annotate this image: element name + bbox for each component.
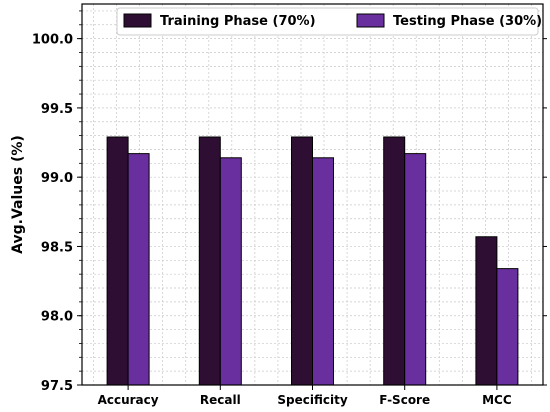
legend-label: Testing Phase (30%) <box>393 14 542 29</box>
bar-testing-mcc <box>496 268 519 386</box>
y-tick-label: 99.5 <box>41 102 73 117</box>
bar-testing-accuracy <box>127 153 150 386</box>
y-tick-label: 99.0 <box>41 171 73 186</box>
y-tick-label: 100.0 <box>32 33 73 48</box>
bar-training-f-score <box>383 136 406 386</box>
x-tick-label: Accuracy <box>98 393 159 407</box>
legend: Training Phase (70%) Testing Phase (30%) <box>116 7 542 36</box>
bar-testing-specificity <box>312 157 334 386</box>
bar-training-recall <box>198 136 221 386</box>
x-tick-label: MCC <box>482 393 512 407</box>
bar-testing-f-score <box>404 153 427 386</box>
x-axis: Accuracy Recall Specificity F-Score MCC <box>98 385 512 407</box>
y-tick-label: 98.5 <box>41 240 73 255</box>
bar-testing-recall <box>219 157 242 386</box>
legend-swatch <box>356 13 385 28</box>
bar-training-accuracy <box>106 136 129 386</box>
legend-label: Training Phase (70%) <box>160 14 316 29</box>
bar-training-mcc <box>475 236 498 386</box>
x-tick-label: Specificity <box>277 393 347 407</box>
bars <box>106 136 519 386</box>
x-tick-label: Recall <box>200 393 241 407</box>
y-tick-label: 98.0 <box>41 310 73 325</box>
y-axis-title: Avg.Values (%) <box>10 135 26 254</box>
bar-training-specificity <box>291 136 313 386</box>
x-tick-label: F-Score <box>379 393 430 407</box>
legend-swatch <box>123 13 152 28</box>
legend-box <box>116 7 539 36</box>
y-tick-label: 97.5 <box>41 379 73 394</box>
y-axis: 97.5 98.0 98.5 99.0 99.5 100.0 <box>32 10 547 394</box>
